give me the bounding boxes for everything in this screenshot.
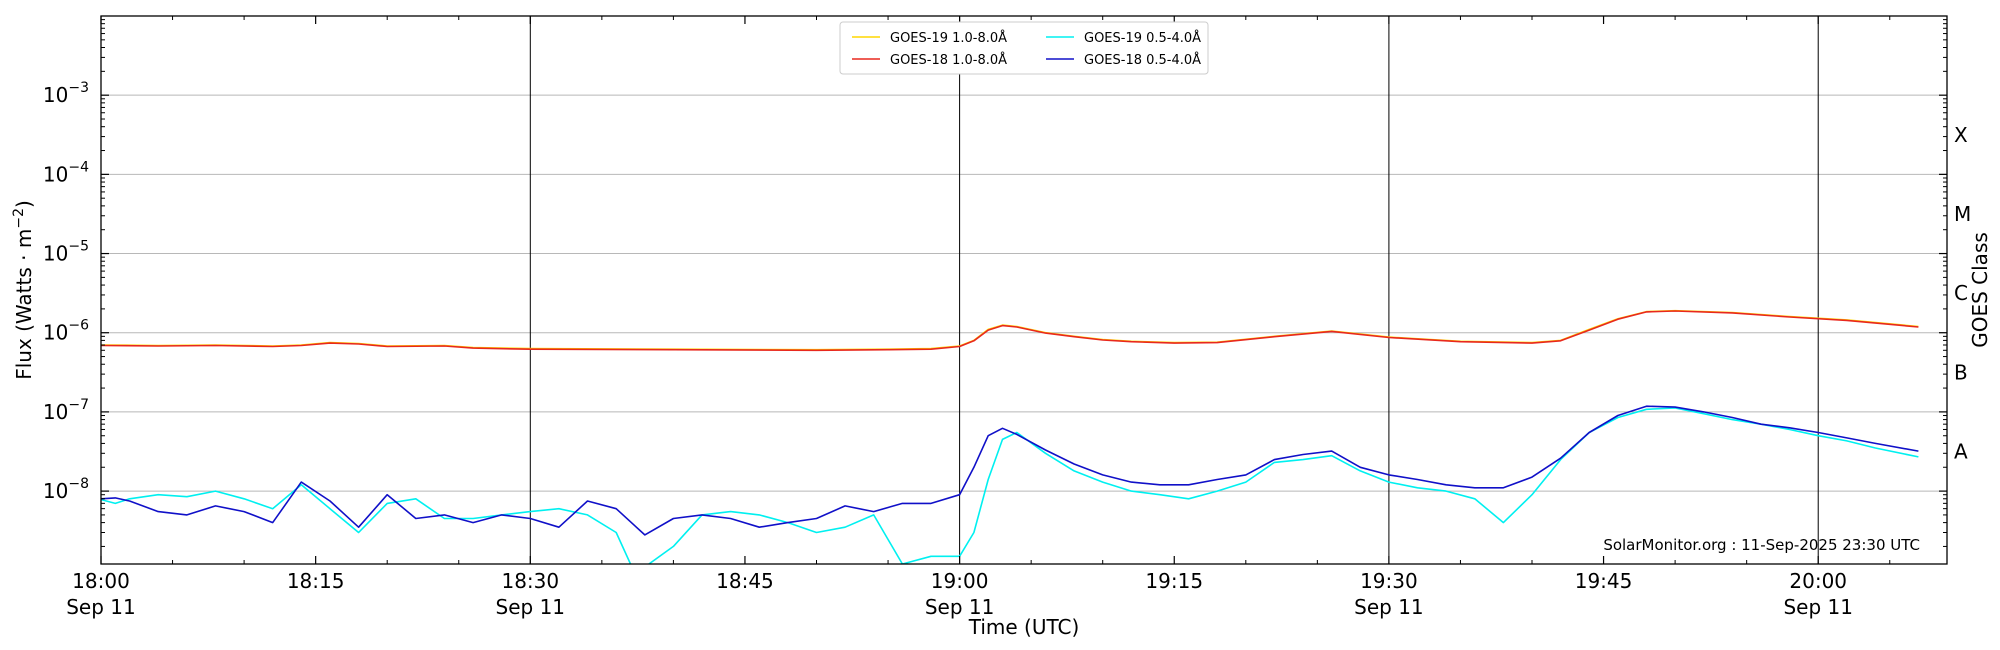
series-line-4 xyxy=(101,405,1919,536)
goes-class-label: B xyxy=(1954,360,1968,384)
y-tick-label: 10−8 xyxy=(43,476,89,503)
goes-class-label: M xyxy=(1954,202,1971,226)
x-tick-label: 18:15 xyxy=(287,569,345,593)
x-tick-label: 18:00 xyxy=(72,569,130,593)
legend-label: GOES-18 1.0-8.0Å xyxy=(890,52,1007,68)
legend-box xyxy=(839,21,1209,75)
y-tick-label: 10−3 xyxy=(43,80,89,107)
x-tick-label: 20:00 xyxy=(1789,569,1847,593)
x-tick-date-label: Sep 11 xyxy=(1354,595,1424,619)
y-tick-label: 10−4 xyxy=(43,159,89,186)
source-annotation: SolarMonitor.org : 11-Sep-2025 23:30 UTC xyxy=(1603,536,1920,554)
x-tick-label: 18:30 xyxy=(501,569,559,593)
x-tick-label: 19:45 xyxy=(1575,569,1633,593)
y-tick-label: 10−7 xyxy=(43,397,89,424)
x-tick-label: 19:15 xyxy=(1145,569,1203,593)
x-tick-date-label: Sep 11 xyxy=(496,595,566,619)
x-tick-date-label: Sep 11 xyxy=(66,595,136,619)
series-line-2 xyxy=(101,310,1919,352)
x-tick-label: 18:45 xyxy=(716,569,774,593)
y-axis-title: Flux (Watts · m−2) xyxy=(11,200,36,380)
legend-label: GOES-18 0.5-4.0Å xyxy=(1084,52,1201,68)
legend-label: GOES-19 0.5-4.0Å xyxy=(1084,30,1201,46)
legend: GOES-19 1.0-8.0Å GOES-18 1.0-8.0Å GOES-19 … xyxy=(839,21,1209,75)
x-tick-label: 19:30 xyxy=(1360,569,1418,593)
goes-class-label: X xyxy=(1954,123,1968,147)
x-tick-date-label: Sep 11 xyxy=(1783,595,1853,619)
legend-label: GOES-19 1.0-8.0Å xyxy=(890,30,1007,46)
x-tick-date-label: Sep 11 xyxy=(925,595,995,619)
goes-class-label: C xyxy=(1954,281,1968,305)
plot-background xyxy=(101,16,1947,564)
goes-class-label: A xyxy=(1954,440,1968,464)
series-layer xyxy=(101,309,1919,564)
y-axis-ticks: 10−8 10−7 10−6 10−5 10−4 10−3 xyxy=(43,19,1947,547)
grid-lines xyxy=(101,94,1947,492)
right-axis-title: GOES Class xyxy=(1968,232,1992,348)
x-tick-label: 19:00 xyxy=(931,569,989,593)
y-tick-label: 10−6 xyxy=(43,318,89,345)
y-tick-label: 10−5 xyxy=(43,239,89,266)
goes-class-ticks: A B C M X xyxy=(1954,123,1971,464)
plot-frame xyxy=(100,15,1948,565)
x-axis-title: Time (UTC) xyxy=(968,615,1080,639)
